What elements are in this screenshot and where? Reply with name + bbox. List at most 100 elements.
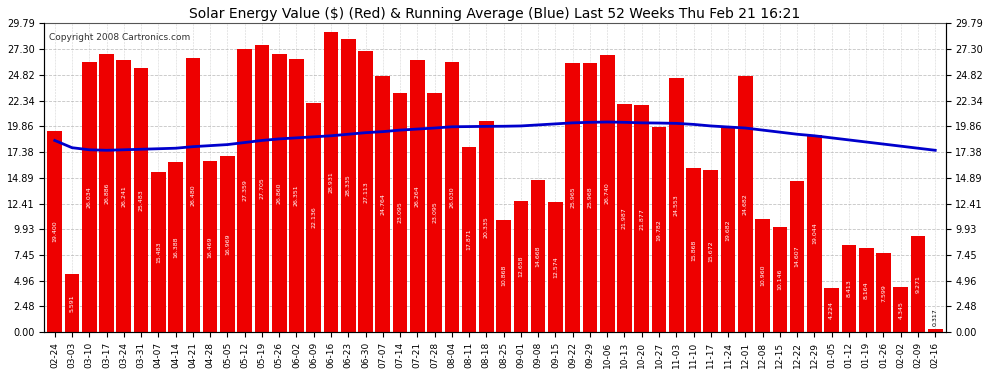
- Bar: [272, 54, 286, 332]
- Bar: [393, 93, 408, 332]
- Text: 8.413: 8.413: [846, 280, 851, 297]
- Bar: [203, 162, 218, 332]
- Bar: [358, 51, 373, 332]
- Bar: [825, 288, 839, 332]
- Text: 14.607: 14.607: [795, 246, 800, 267]
- Bar: [807, 135, 822, 332]
- Text: 26.860: 26.860: [276, 182, 282, 204]
- Bar: [238, 49, 252, 332]
- Text: 16.969: 16.969: [225, 233, 230, 255]
- Bar: [790, 181, 805, 332]
- Bar: [461, 147, 476, 332]
- Bar: [911, 236, 926, 332]
- Text: 27.113: 27.113: [363, 181, 368, 203]
- Text: 9.271: 9.271: [916, 275, 921, 293]
- Bar: [531, 180, 545, 332]
- Bar: [168, 162, 183, 332]
- Text: 20.335: 20.335: [484, 216, 489, 238]
- Text: 10.960: 10.960: [760, 265, 765, 286]
- Bar: [876, 254, 891, 332]
- Text: 19.682: 19.682: [726, 219, 731, 241]
- Text: 26.030: 26.030: [449, 186, 454, 208]
- Text: 19.400: 19.400: [52, 221, 57, 242]
- Text: 27.359: 27.359: [243, 180, 248, 201]
- Text: Copyright 2008 Cartronics.com: Copyright 2008 Cartronics.com: [49, 33, 190, 42]
- Text: 12.574: 12.574: [553, 256, 558, 278]
- Bar: [704, 170, 718, 332]
- Bar: [99, 54, 114, 332]
- Text: 24.553: 24.553: [674, 194, 679, 216]
- Text: 26.351: 26.351: [294, 185, 299, 206]
- Text: 10.868: 10.868: [501, 265, 506, 286]
- Bar: [565, 63, 580, 332]
- Text: 19.782: 19.782: [656, 219, 661, 240]
- Bar: [185, 58, 200, 332]
- Bar: [496, 219, 511, 332]
- Bar: [48, 131, 62, 332]
- Text: 26.886: 26.886: [104, 182, 109, 204]
- Text: 27.705: 27.705: [259, 178, 264, 200]
- Bar: [82, 62, 97, 332]
- Text: 8.164: 8.164: [863, 281, 868, 298]
- Text: 15.868: 15.868: [691, 239, 696, 261]
- Text: 26.480: 26.480: [190, 184, 195, 206]
- Text: 26.241: 26.241: [122, 185, 127, 207]
- Bar: [635, 105, 649, 332]
- Bar: [151, 172, 165, 332]
- Text: 26.740: 26.740: [605, 183, 610, 204]
- Bar: [479, 122, 494, 332]
- Text: 21.877: 21.877: [640, 208, 644, 230]
- Bar: [582, 63, 597, 332]
- Text: 28.931: 28.931: [329, 171, 334, 193]
- Bar: [514, 201, 529, 332]
- Bar: [548, 202, 562, 332]
- Bar: [859, 248, 873, 332]
- Text: 7.599: 7.599: [881, 284, 886, 302]
- Bar: [686, 168, 701, 332]
- Bar: [600, 55, 615, 332]
- Bar: [617, 104, 632, 332]
- Text: 26.264: 26.264: [415, 185, 420, 207]
- Text: 23.095: 23.095: [398, 202, 403, 223]
- Title: Solar Energy Value ($) (Red) & Running Average (Blue) Last 52 Weeks Thu Feb 21 1: Solar Energy Value ($) (Red) & Running A…: [189, 7, 801, 21]
- Bar: [410, 60, 425, 332]
- Bar: [341, 39, 355, 332]
- Bar: [64, 274, 79, 332]
- Bar: [117, 60, 131, 332]
- Text: 15.672: 15.672: [708, 240, 714, 262]
- Bar: [254, 45, 269, 332]
- Text: 19.044: 19.044: [812, 223, 817, 245]
- Text: 15.483: 15.483: [155, 241, 160, 263]
- Text: 4.224: 4.224: [830, 301, 835, 319]
- Bar: [842, 245, 856, 332]
- Text: 23.095: 23.095: [432, 202, 437, 223]
- Text: 4.345: 4.345: [898, 301, 903, 318]
- Bar: [738, 76, 752, 332]
- Text: 25.483: 25.483: [139, 189, 144, 211]
- Text: 26.034: 26.034: [87, 186, 92, 208]
- Bar: [893, 287, 908, 332]
- Bar: [428, 93, 442, 332]
- Bar: [289, 59, 304, 332]
- Text: 24.764: 24.764: [380, 193, 385, 215]
- Text: 25.968: 25.968: [587, 187, 592, 209]
- Text: 5.591: 5.591: [69, 294, 74, 312]
- Bar: [721, 128, 736, 332]
- Text: 21.987: 21.987: [622, 207, 627, 229]
- Text: 22.136: 22.136: [311, 207, 316, 228]
- Bar: [755, 219, 770, 332]
- Text: 10.146: 10.146: [777, 269, 782, 290]
- Text: 24.682: 24.682: [742, 194, 747, 215]
- Text: 0.317: 0.317: [933, 308, 938, 326]
- Text: 12.658: 12.658: [519, 256, 524, 277]
- Bar: [306, 103, 321, 332]
- Bar: [928, 329, 942, 332]
- Text: 28.335: 28.335: [346, 174, 350, 196]
- Bar: [651, 127, 666, 332]
- Text: 17.871: 17.871: [466, 229, 471, 251]
- Bar: [445, 63, 459, 332]
- Bar: [324, 32, 339, 332]
- Text: 16.388: 16.388: [173, 237, 178, 258]
- Bar: [134, 68, 148, 332]
- Text: 16.469: 16.469: [208, 236, 213, 258]
